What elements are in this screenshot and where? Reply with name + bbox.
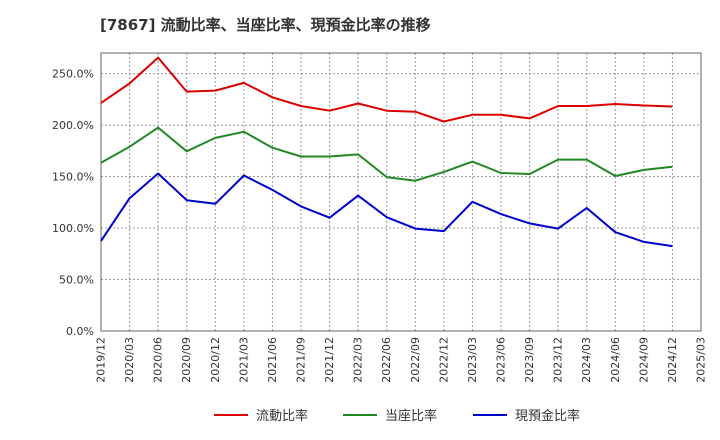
grid-lines — [100, 53, 702, 332]
y-tick-label: 100.0% — [52, 222, 94, 235]
x-tick-label: 2023/06 — [495, 337, 508, 383]
x-tick-label: 2023/09 — [523, 337, 536, 383]
x-tick-label: 2023/03 — [466, 337, 479, 383]
x-tick-label: 2021/03 — [237, 337, 250, 383]
series-line — [100, 126, 673, 182]
legend-label: 当座比率 — [385, 408, 437, 424]
y-axis: 0.0% 50.0% 100.0% 150.0% 200.0% 250.0% — [52, 68, 94, 338]
y-tick-label: 250.0% — [52, 68, 94, 81]
x-tick-label: 2020/06 — [152, 337, 165, 383]
x-tick-label: 2022/03 — [352, 337, 365, 383]
x-tick-label: 2023/12 — [552, 337, 565, 383]
series-line — [100, 172, 673, 248]
x-tick-label: 2020/03 — [123, 337, 136, 383]
x-tick-label: 2024/06 — [609, 337, 622, 383]
legend: 流動比率 当座比率 現預金比率 — [214, 408, 580, 424]
y-tick-label: 150.0% — [52, 171, 94, 184]
x-tick-label: 2022/09 — [409, 337, 422, 383]
x-tick-label: 2025/03 — [695, 337, 708, 383]
x-tick-label: 2020/12 — [209, 337, 222, 383]
chart-title: [7867] 流動比率、当座比率、現預金比率の推移 — [100, 16, 431, 34]
x-tick-label: 2024/03 — [580, 337, 593, 383]
y-tick-label: 0.0% — [66, 325, 94, 338]
series-lines — [100, 56, 673, 248]
x-tick-label: 2021/09 — [295, 337, 308, 383]
x-tick-label: 2021/06 — [266, 337, 279, 383]
x-tick-label: 2024/09 — [637, 337, 650, 383]
y-tick-label: 200.0% — [52, 119, 94, 132]
x-tick-label: 2024/12 — [666, 337, 679, 383]
legend-label: 流動比率 — [256, 408, 308, 424]
series-line — [100, 56, 673, 123]
y-tick-label: 50.0% — [59, 274, 94, 287]
x-tick-label: 2021/12 — [323, 337, 336, 383]
legend-label: 現預金比率 — [515, 408, 580, 424]
plot-frame — [100, 52, 702, 332]
x-tick-label: 2020/09 — [180, 337, 193, 383]
x-tick-label: 2022/12 — [437, 337, 450, 383]
x-tick-label: 2022/06 — [380, 337, 393, 383]
x-axis: 2019/12 2020/03 2020/06 2020/09 2020/12 2021/… — [95, 337, 708, 383]
x-tick-label: 2019/12 — [95, 337, 108, 383]
